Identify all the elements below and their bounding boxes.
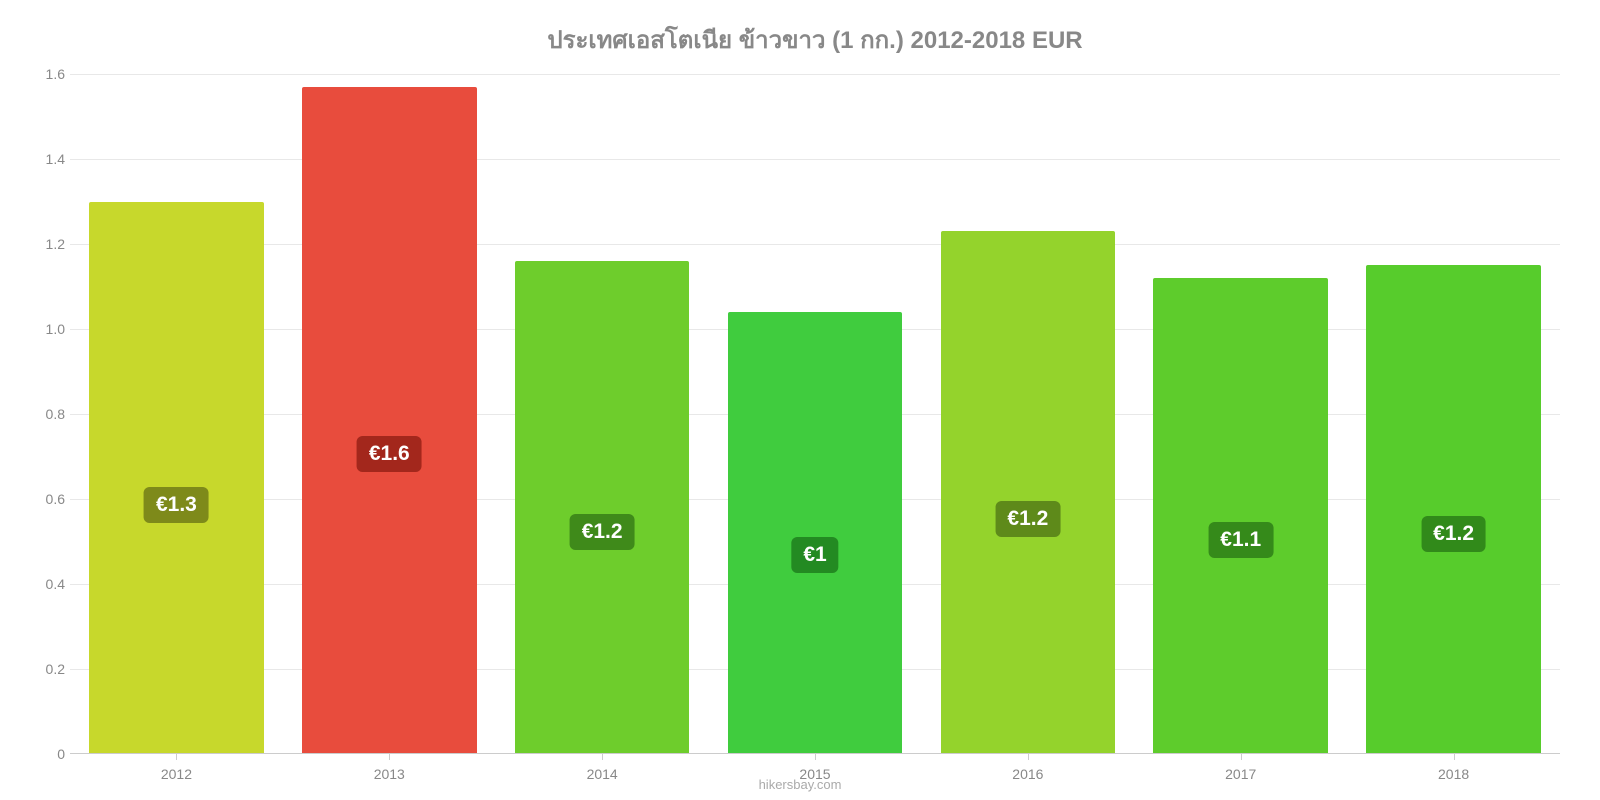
x-tick-mark bbox=[389, 754, 390, 760]
credit-text: hikersbay.com bbox=[759, 777, 842, 792]
chart-container: ประเทศเอสโตเนีย ข้าวขาว (1 กก.) 2012-201… bbox=[0, 0, 1600, 800]
x-tick-mark bbox=[1454, 754, 1455, 760]
y-tick-label: 1.2 bbox=[25, 236, 65, 252]
x-tick-label: 2013 bbox=[283, 766, 496, 782]
bar-value-label: €1.6 bbox=[357, 436, 422, 472]
y-tick-label: 1.6 bbox=[25, 66, 65, 82]
bar: €1 bbox=[728, 312, 903, 754]
x-tick-mark bbox=[602, 754, 603, 760]
bar: €1.2 bbox=[1366, 265, 1541, 754]
bar: €1.2 bbox=[515, 261, 690, 754]
x-tick-label: 2018 bbox=[1347, 766, 1560, 782]
bars-group: €1.3 €1.6 €1.2 €1 €1.2 €1.1 €1.2 bbox=[70, 74, 1560, 754]
bar-slot: €1.6 bbox=[283, 74, 496, 754]
y-tick-label: 1.0 bbox=[25, 321, 65, 337]
bar: €1.6 bbox=[302, 87, 477, 754]
x-tick-label: 2016 bbox=[921, 766, 1134, 782]
x-tick-mark bbox=[1028, 754, 1029, 760]
bar-slot: €1.2 bbox=[1347, 74, 1560, 754]
plot-area: 00.20.40.60.81.01.21.41.6 €1.3€1.6€1.2€1… bbox=[70, 74, 1560, 754]
x-tick-label: 2012 bbox=[70, 766, 283, 782]
y-axis: 00.20.40.60.81.01.21.41.6 bbox=[25, 74, 65, 754]
bar-value-label: €1.2 bbox=[995, 501, 1060, 537]
x-tick-mark bbox=[815, 754, 816, 760]
bar-value-label: €1.2 bbox=[1421, 516, 1486, 552]
bar-slot: €1.2 bbox=[921, 74, 1134, 754]
bar-value-label: €1.2 bbox=[570, 514, 635, 550]
bar-value-label: €1.3 bbox=[144, 487, 209, 523]
bar-slot: €1.1 bbox=[1134, 74, 1347, 754]
bar-value-label: €1 bbox=[791, 537, 838, 573]
y-tick-label: 1.4 bbox=[25, 151, 65, 167]
y-tick-label: 0 bbox=[25, 746, 65, 762]
bar: €1.3 bbox=[89, 202, 264, 755]
y-tick-label: 0.6 bbox=[25, 491, 65, 507]
y-tick-label: 0.8 bbox=[25, 406, 65, 422]
bar: €1.2 bbox=[941, 231, 1116, 754]
x-axis-line bbox=[70, 753, 1560, 754]
y-tick-label: 0.2 bbox=[25, 661, 65, 677]
bar: €1.1 bbox=[1153, 278, 1328, 754]
bar-slot: €1.3 bbox=[70, 74, 283, 754]
x-tick-mark bbox=[1241, 754, 1242, 760]
chart-title: ประเทศเอสโตเนีย ข้าวขาว (1 กก.) 2012-201… bbox=[70, 20, 1560, 59]
x-tick-label: 2014 bbox=[496, 766, 709, 782]
y-tick-label: 0.4 bbox=[25, 576, 65, 592]
bar-value-label: €1.1 bbox=[1208, 522, 1273, 558]
bar-slot: €1.2 bbox=[496, 74, 709, 754]
x-tick-label: 2017 bbox=[1134, 766, 1347, 782]
bar-slot: €1 bbox=[709, 74, 922, 754]
x-tick-mark bbox=[176, 754, 177, 760]
